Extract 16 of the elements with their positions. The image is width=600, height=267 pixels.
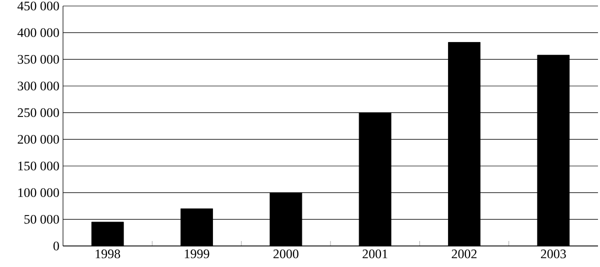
y-tick-label: 150 000 [18,162,59,170]
y-tick-label: 200 000 [18,134,59,144]
y-tick-label: 250 000 [18,108,59,118]
y-tick-label: 0 [53,242,59,250]
y-tick-label: 350 000 [18,54,59,64]
x-tick-label: 1998 [96,250,120,258]
x-tick-label: 2001 [362,250,388,258]
y-tick-label: 100 000 [18,188,59,198]
x-tick-label: 1999 [184,250,210,258]
y-tick-label: 50 000 [24,214,59,224]
x-tick-label: 2003 [540,250,566,258]
x-tick-label: 2002 [452,250,477,258]
y-tick-label: 450 000 [17,2,59,10]
x-tick-label: 2000 [273,250,298,258]
y-tick-label: 400 000 [17,28,59,38]
y-tick-label: 300 000 [18,82,59,90]
